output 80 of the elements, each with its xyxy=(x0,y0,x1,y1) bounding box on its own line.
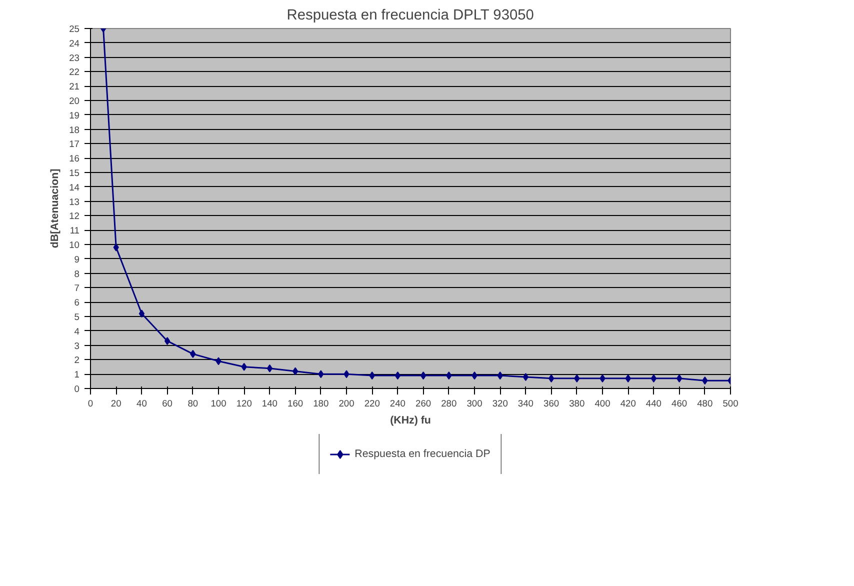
x-tick-label: 0 xyxy=(88,398,94,408)
x-tick-label: 100 xyxy=(210,398,226,408)
y-tick-label: 0 xyxy=(74,384,80,394)
y-tick-label: 10 xyxy=(69,240,80,250)
point xyxy=(420,372,426,380)
x-tick-label: 40 xyxy=(136,398,147,408)
x-tick-label: 500 xyxy=(722,398,738,408)
point xyxy=(266,364,273,372)
y-tick-label: 25 xyxy=(69,24,80,34)
x-tick-label: 180 xyxy=(313,398,329,408)
point xyxy=(216,357,222,366)
x-tick-label: 200 xyxy=(338,398,354,408)
y-tick-label: 8 xyxy=(74,268,80,279)
point xyxy=(676,374,682,382)
x-tick-label: 420 xyxy=(620,398,636,408)
x-tick-label: 340 xyxy=(518,398,534,408)
y-tick-label: 23 xyxy=(69,52,80,63)
point xyxy=(650,374,657,382)
x-tick-label: 220 xyxy=(364,398,380,408)
x-tick-label: 440 xyxy=(646,398,662,408)
x-tick-label: 140 xyxy=(262,398,278,408)
chart-title: Respuesta en frecuencia DPLT 93050 xyxy=(286,8,534,24)
y-tick-label: 15 xyxy=(69,168,80,178)
point xyxy=(574,374,580,382)
x-tick-label: 300 xyxy=(466,398,482,408)
point xyxy=(600,374,606,382)
x-tick-label: 320 xyxy=(492,398,508,408)
point xyxy=(548,374,554,382)
y-tick-label: 24 xyxy=(69,38,80,48)
y-tick-label: 18 xyxy=(69,124,80,135)
y-tick-label: 9 xyxy=(74,254,80,264)
y-tick-label: 11 xyxy=(70,226,80,236)
y-tick-label: 21 xyxy=(69,82,80,92)
point xyxy=(113,243,119,252)
x-tick-label: 480 xyxy=(697,398,713,408)
y-tick-label: 22 xyxy=(69,67,80,78)
y-tick-label: 16 xyxy=(69,154,80,164)
x-tick-label: 120 xyxy=(236,398,252,408)
y-tick-label: 19 xyxy=(69,110,80,120)
legend-label: Respuesta en frecuencia DP xyxy=(354,448,490,460)
x-axis-title: (KHz) fu xyxy=(390,414,431,426)
x-tick-label: 60 xyxy=(162,398,173,408)
point xyxy=(318,370,324,378)
y-tick-label: 7 xyxy=(74,283,80,294)
x-tick-label: 360 xyxy=(544,398,560,408)
point xyxy=(625,374,631,382)
x-tick-label: 160 xyxy=(288,398,304,408)
point xyxy=(138,310,145,318)
point xyxy=(344,370,350,378)
y-axis-title: dB[Atenuacion] xyxy=(49,168,62,248)
y-tick-label: 13 xyxy=(69,196,80,207)
point xyxy=(292,367,298,376)
y-tick-label: 12 xyxy=(69,211,80,222)
x-tick-label: 20 xyxy=(110,398,122,408)
point xyxy=(497,372,503,380)
y-tick-label: 5 xyxy=(74,312,80,322)
x-tick-label: 80 xyxy=(188,398,198,408)
y-tick-label: 17 xyxy=(69,139,80,150)
point xyxy=(472,372,478,380)
point xyxy=(394,372,401,380)
y-tick-label: 1 xyxy=(74,370,80,380)
x-tick-label: 280 xyxy=(441,398,457,408)
point xyxy=(369,372,375,380)
point xyxy=(241,362,247,371)
y-tick-label: 2 xyxy=(74,355,80,366)
x-tick-label: 240 xyxy=(390,398,406,408)
point xyxy=(702,376,708,385)
point xyxy=(164,336,170,345)
point xyxy=(446,372,452,380)
x-tick-label: 400 xyxy=(594,398,610,408)
point xyxy=(190,350,196,358)
y-tick-label: 4 xyxy=(74,326,80,336)
x-tick-label: 380 xyxy=(569,398,585,408)
y-tick-label: 20 xyxy=(69,96,80,106)
y-tick-label: 14 xyxy=(69,182,80,192)
x-tick-label: 460 xyxy=(672,398,688,408)
point xyxy=(522,372,529,381)
y-tick-label: 6 xyxy=(74,298,80,308)
y-tick-label: 3 xyxy=(74,340,80,351)
x-tick-label: 260 xyxy=(416,398,432,408)
